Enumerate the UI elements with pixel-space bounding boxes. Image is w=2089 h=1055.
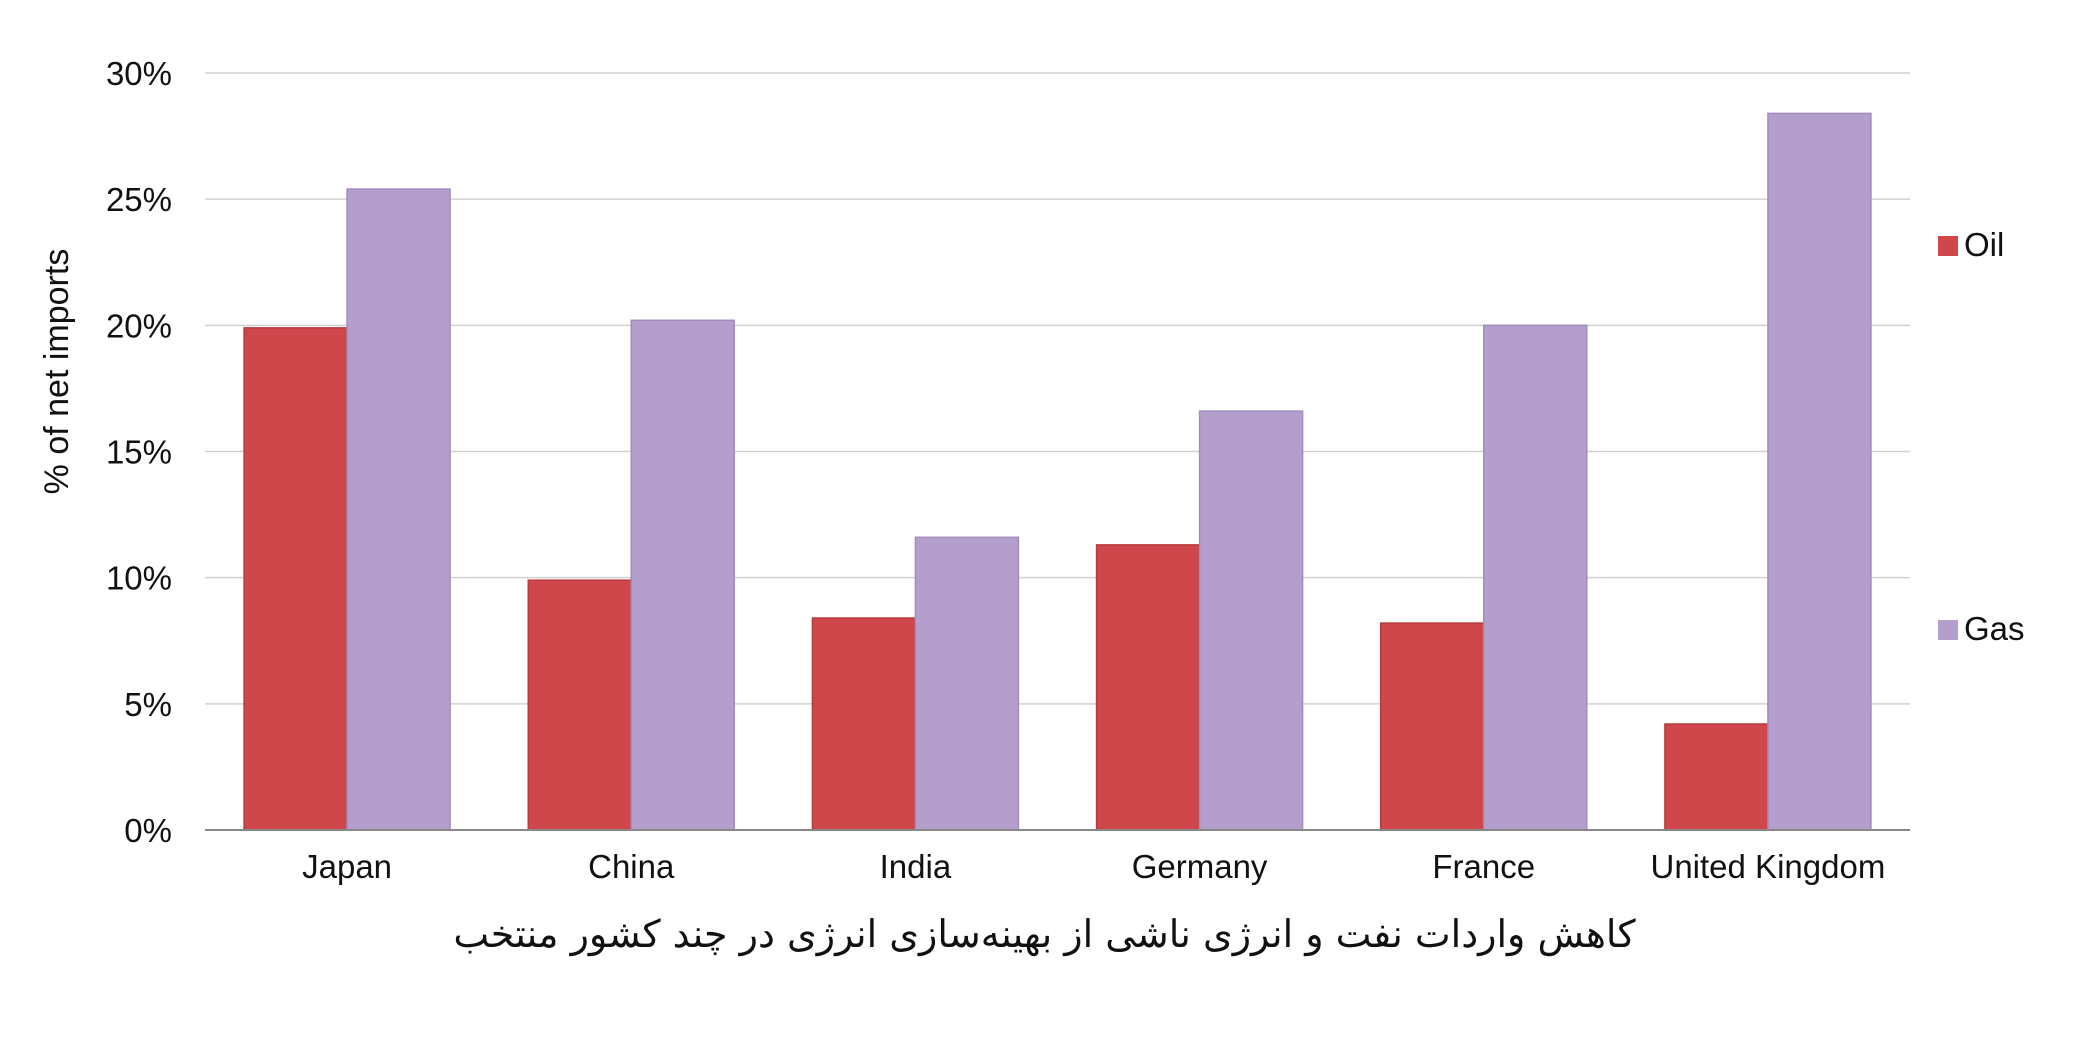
bar-oil-germany [1095,544,1201,831]
legend: Oil Gas [1938,226,2025,647]
bar-oil-france [1380,622,1485,831]
x-tick-label: United Kingdom [1651,848,1886,885]
y-tick-label: 20% [106,307,172,344]
bar-oil-china [527,579,632,831]
y-axis-title: % of net imports [38,249,76,495]
y-axis-title-group: % of net imports [38,249,76,495]
x-tick-label: France [1432,848,1535,885]
bar-oil-japan [243,327,348,831]
bar-oil-united-kingdom [1664,723,1769,831]
x-tick-label: China [588,848,675,885]
axes: 0% 5% 10% 15% 20% 25% 30% Japan China India German… [106,55,1910,885]
y-tick-label: 15% [106,434,172,471]
bar-oil-india [811,617,917,831]
y-tick-label: 30% [106,55,172,92]
bar-gas-france [1483,324,1588,831]
bar-gas-germany [1198,410,1304,831]
x-tick-label: India [880,848,952,885]
bar-gas-china [630,319,735,831]
legend-swatch-gas [1938,620,1958,640]
y-tick-label: 10% [106,560,172,597]
bar-gas-india [914,536,1020,831]
y-tick-label: 0% [124,812,172,849]
legend-label-oil: Oil [1964,226,2004,263]
y-tick-label: 5% [124,686,172,723]
gridlines [205,72,1910,705]
legend-swatch-oil [1938,236,1958,256]
figure-caption: کاهش واردات نفت و انرژی ناشی از بهینه‌سا… [453,912,1636,956]
y-tick-label: 25% [106,181,172,218]
bar-gas-japan [346,188,451,831]
x-tick-label: Germany [1132,848,1268,885]
legend-label-gas: Gas [1964,610,2025,647]
bars [243,112,1872,831]
bar-gas-united-kingdom [1767,112,1872,831]
x-tick-label: Japan [302,848,392,885]
